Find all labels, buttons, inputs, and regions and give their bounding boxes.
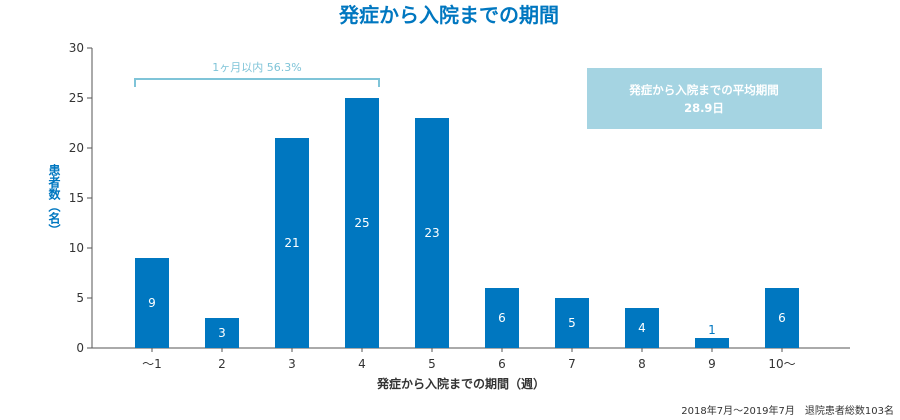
bar: [205, 318, 239, 348]
y-tick-label: 20: [69, 141, 84, 155]
bar-value-label: 9: [148, 296, 156, 310]
x-ticks: 〜1 2 3 4 5 6 7 8 9 10〜: [142, 348, 796, 371]
bar-value-label: 25: [354, 216, 369, 230]
bar-value-label: 23: [424, 226, 439, 240]
x-tick-label: 7: [568, 357, 576, 371]
bar-value-label: 5: [568, 316, 576, 330]
y-tick-label: 15: [69, 191, 84, 205]
one-month-bracket: 1ヶ月以内 56.3%: [134, 60, 380, 87]
y-tick-label: 30: [69, 41, 84, 55]
x-tick-label: 2: [218, 357, 226, 371]
bar-value-label: 3: [218, 326, 226, 340]
bar-value-label: 21: [284, 236, 299, 250]
x-tick-label: 10〜: [768, 357, 795, 371]
note-line2: 28.9日: [684, 101, 724, 115]
y-tick-label: 25: [69, 91, 84, 105]
bar: [555, 298, 589, 348]
x-tick-label: 8: [638, 357, 646, 371]
y-tick-label: 0: [76, 341, 84, 355]
y-ticks: 0 5 10 15 20 25 30: [69, 41, 92, 355]
bar: [625, 308, 659, 348]
bracket-line: [134, 78, 380, 87]
x-tick-label: 4: [358, 357, 366, 371]
note-box: [587, 68, 822, 129]
x-tick-label: 〜1: [142, 357, 162, 371]
bar: [415, 118, 449, 348]
x-tick-label: 6: [498, 357, 506, 371]
footnote: 2018年7月〜2019年7月 退院患者総数103名: [681, 404, 894, 417]
bar-value-label: 4: [638, 321, 646, 335]
bar-value-label: 1: [708, 323, 716, 337]
y-tick-label: 5: [76, 291, 84, 305]
bar: [695, 338, 729, 348]
x-tick-label: 3: [288, 357, 296, 371]
note-line1: 発症から入院までの平均期間: [628, 83, 779, 97]
bracket-label: 1ヶ月以内 56.3%: [212, 60, 301, 74]
average-period-note: 発症から入院までの平均期間 28.9日: [587, 68, 822, 129]
bars: 9 3 21 25 23 6 5 4 1 6: [135, 98, 799, 348]
y-axis-label: 患者数（名）: [47, 163, 61, 236]
x-axis-label: 発症から入院までの期間（週）: [376, 376, 545, 391]
x-tick-label: 9: [708, 357, 716, 371]
bar: [135, 258, 169, 348]
bar: [765, 288, 799, 348]
chart-title: 発症から入院までの期間: [338, 3, 559, 27]
y-tick-label: 10: [69, 241, 84, 255]
bar: [275, 138, 309, 348]
bar-value-label: 6: [498, 311, 506, 325]
bar: [345, 98, 379, 348]
x-tick-label: 5: [428, 357, 436, 371]
bar-value-label: 6: [778, 311, 786, 325]
bar: [485, 288, 519, 348]
